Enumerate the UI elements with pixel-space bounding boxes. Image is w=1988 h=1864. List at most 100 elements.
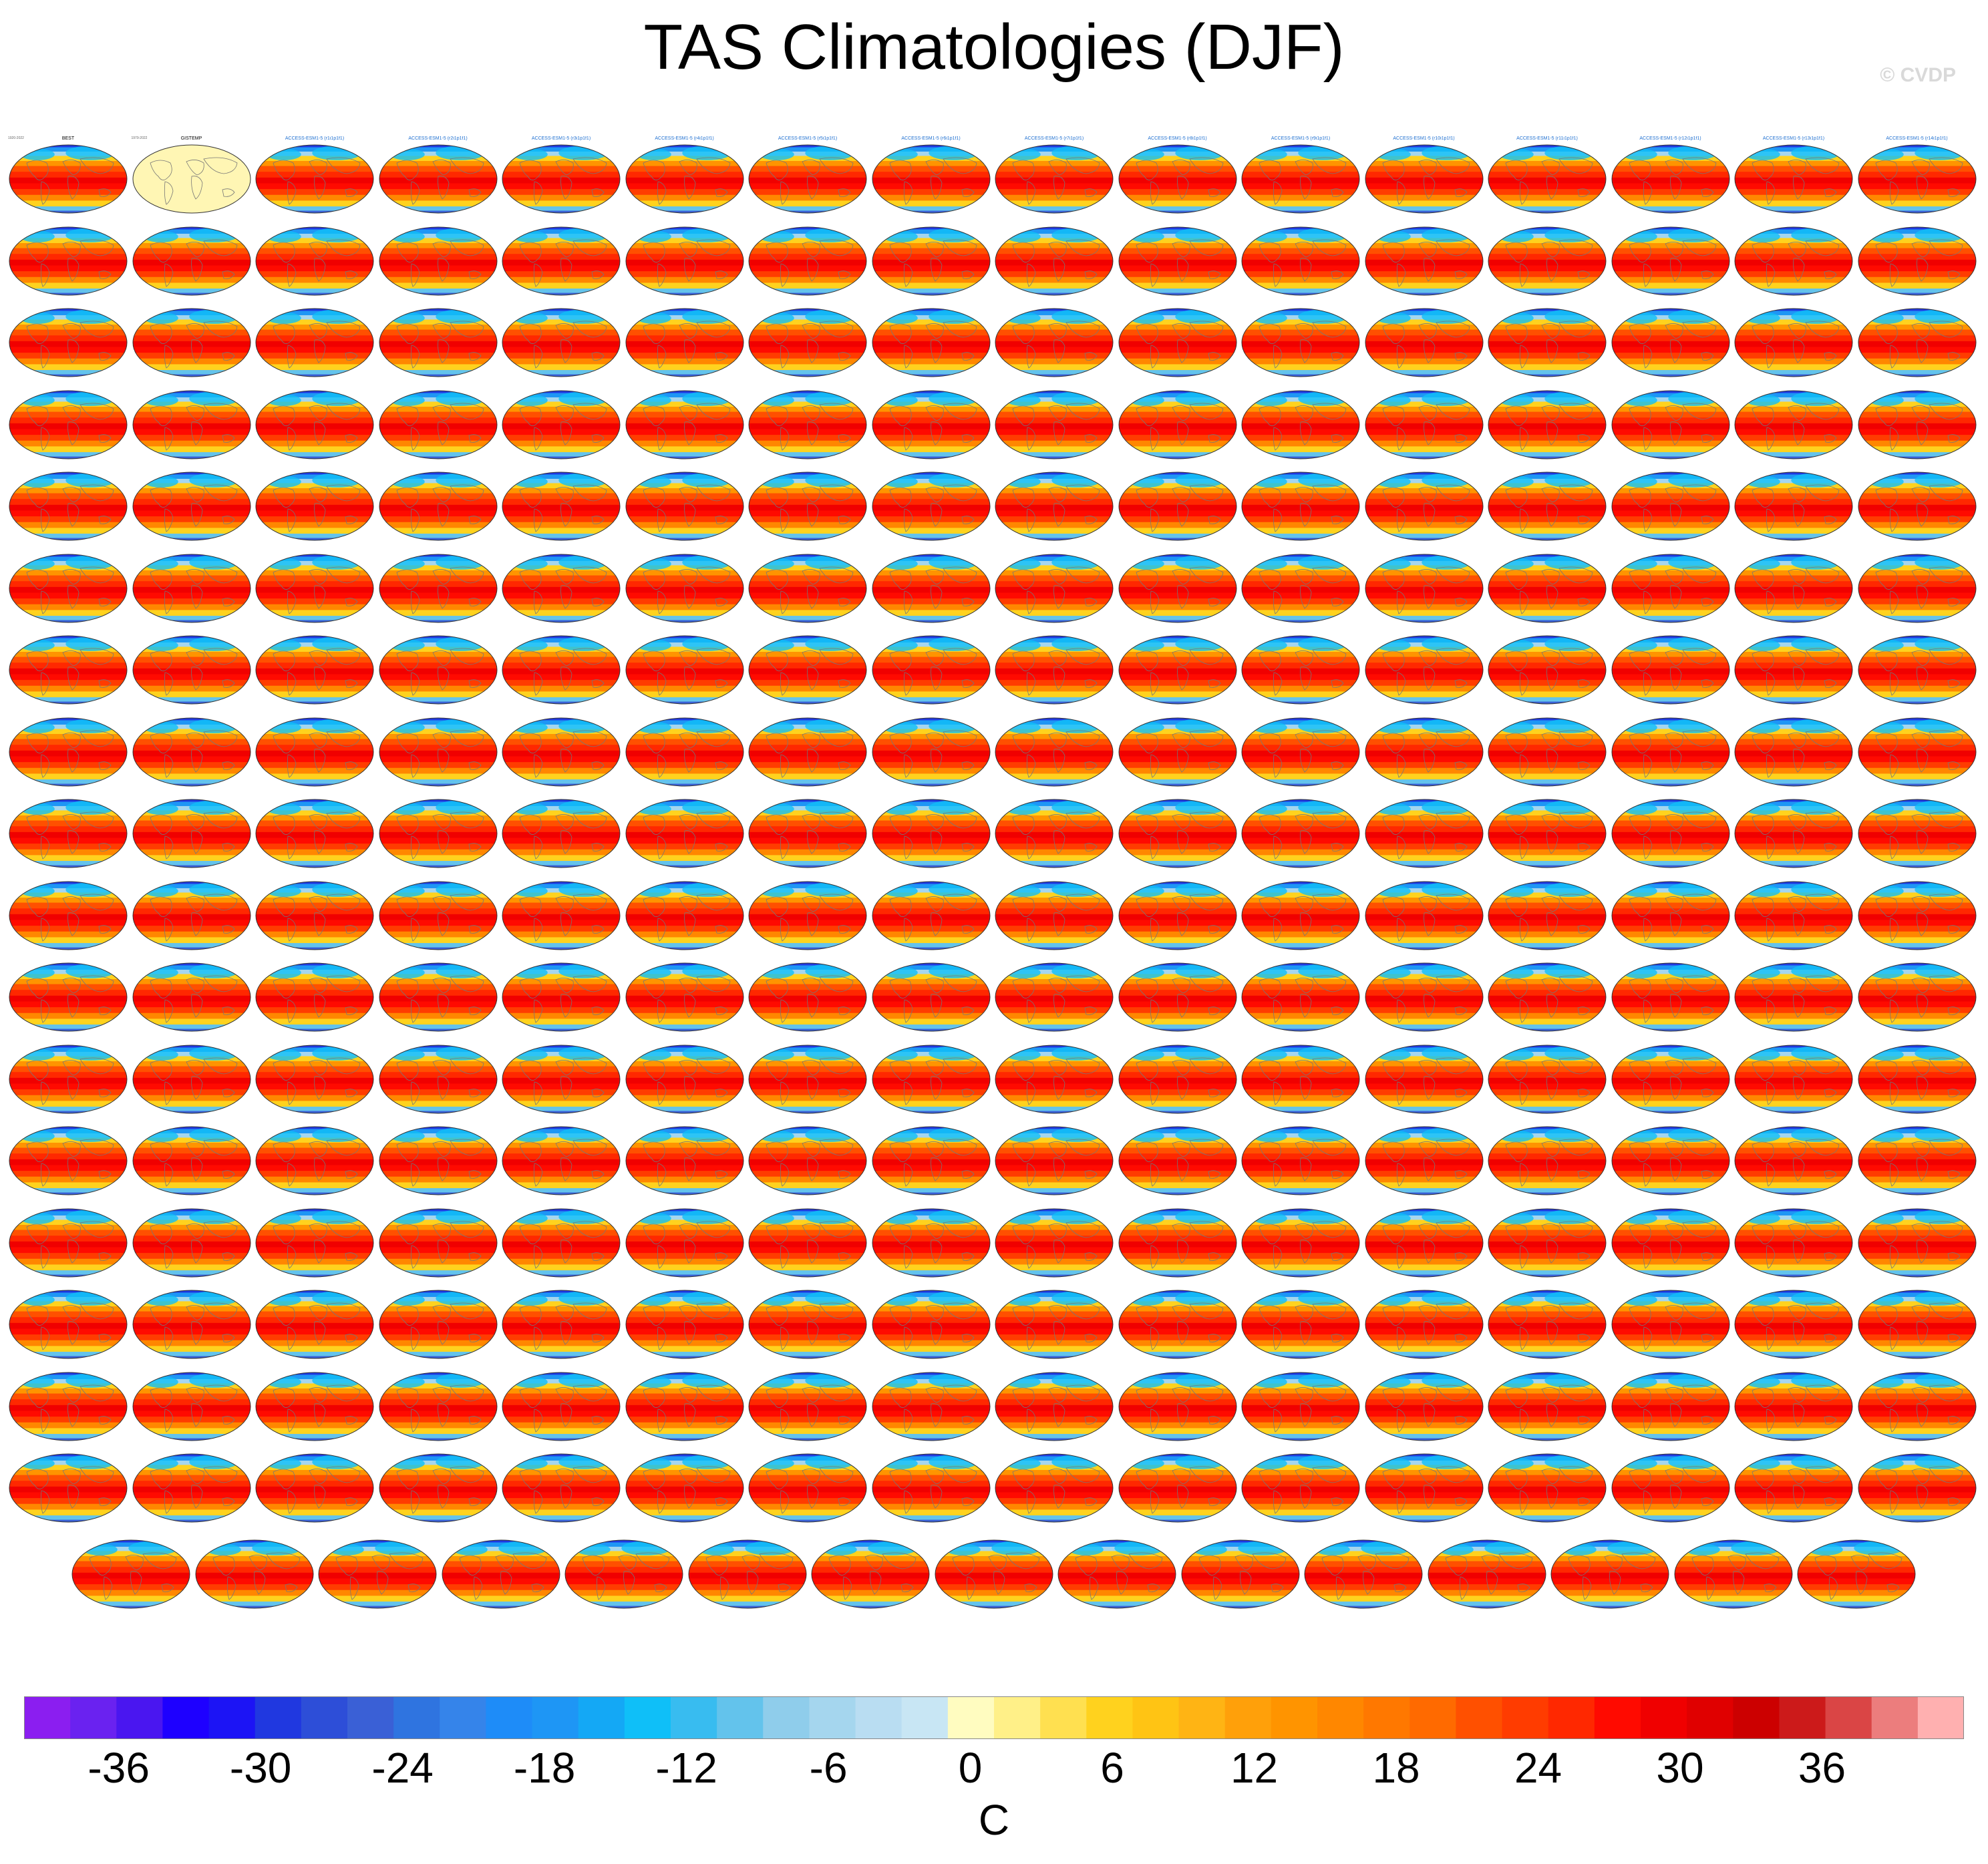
temperature-band: [502, 206, 620, 212]
coastline: [678, 487, 697, 503]
coastline: [190, 830, 202, 854]
coastline: [572, 566, 607, 583]
temperature-band: [1858, 902, 1976, 909]
coastline: [1889, 835, 1898, 860]
temperature-band: [1488, 826, 1606, 833]
globe-map: [502, 881, 621, 950]
coastline: [519, 650, 542, 671]
temperature-band: [1365, 1143, 1483, 1149]
cold-land-patch: [20, 558, 55, 570]
temperature-band: [995, 620, 1113, 622]
coastline: [555, 323, 574, 339]
coastline: [468, 270, 482, 279]
temperature-band: [1488, 990, 1606, 996]
temperature-band: [995, 799, 1113, 803]
map-panel: [870, 463, 993, 544]
globe-map: [9, 799, 128, 868]
temperature-band: [1242, 293, 1359, 295]
temperature-band: [625, 897, 743, 903]
temperature-band: [379, 210, 497, 213]
temperature-band: [502, 374, 620, 377]
coastline: [903, 427, 913, 451]
temperature-band: [379, 1071, 497, 1078]
globe-map: [1118, 1045, 1236, 1113]
temperature-band: [1858, 925, 1976, 932]
coastline: [1136, 1060, 1158, 1081]
temperature-band: [1118, 861, 1236, 866]
temperature-band: [132, 516, 251, 523]
coastline: [780, 999, 790, 1023]
coastline: [1541, 323, 1560, 339]
coastline: [309, 814, 327, 830]
temperature-band: [749, 598, 866, 604]
coastline: [560, 257, 572, 282]
cold-land-patch: [1914, 800, 1964, 815]
temperature-band: [1118, 609, 1236, 616]
coastline: [657, 181, 666, 205]
temperature-band: [749, 936, 866, 944]
coastline: [807, 1157, 819, 1181]
map-panel: [1363, 463, 1486, 544]
temperature-band: [872, 979, 990, 985]
temperature-band: [1365, 984, 1483, 990]
cold-land-patch: [435, 391, 485, 406]
cold-land-patch: [760, 885, 794, 897]
temperature-band: [379, 522, 497, 528]
temperature-band: [9, 156, 127, 162]
temperature-band: [256, 1147, 373, 1154]
globe-map: [748, 390, 867, 459]
temperature-band: [995, 580, 1113, 587]
cold-land-patch: [1006, 312, 1041, 324]
temperature-band: [1488, 364, 1606, 371]
temperature-band: [1242, 499, 1359, 506]
map-panel: [1116, 627, 1239, 707]
temperature-band: [625, 1024, 743, 1030]
temperature-band: [1488, 697, 1606, 703]
coastline: [802, 896, 820, 912]
coastline: [1928, 1057, 1963, 1074]
temperature-band: [379, 761, 497, 768]
temperature-band: [1611, 902, 1729, 909]
temperature-band: [1611, 652, 1729, 658]
temperature-band: [1611, 810, 1729, 816]
temperature-band: [872, 1143, 990, 1149]
coastline: [1012, 733, 1035, 753]
coastline: [678, 160, 697, 176]
temperature-band: [872, 406, 990, 412]
temperature-band: [1611, 237, 1729, 244]
coastline: [695, 239, 730, 256]
temperature-band: [9, 779, 127, 784]
cold-land-patch: [1006, 966, 1041, 978]
temperature-band: [1858, 855, 1976, 862]
temperature-band: [995, 815, 1113, 821]
temperature-band: [872, 270, 990, 277]
temperature-band: [1365, 1089, 1483, 1095]
coastline: [695, 566, 730, 583]
temperature-band: [1242, 685, 1359, 692]
temperature-band: [749, 1153, 866, 1160]
cold-land-patch: [1253, 1130, 1287, 1142]
temperature-band: [625, 942, 743, 948]
map-panel: [500, 954, 623, 1035]
temperature-band: [872, 206, 990, 212]
coastline: [1643, 590, 1652, 614]
temperature-band: [995, 691, 1113, 698]
temperature-band: [9, 434, 127, 441]
map-panel: [1116, 546, 1239, 626]
temperature-band: [1735, 575, 1852, 582]
temperature-band: [132, 892, 251, 898]
temperature-band: [379, 516, 497, 523]
cold-land-patch: [1667, 391, 1717, 406]
coastline: [67, 748, 79, 773]
temperature-band: [379, 826, 497, 833]
temperature-band: [749, 902, 866, 909]
temperature-band: [625, 604, 743, 610]
coastline: [410, 999, 420, 1023]
globe-map: [502, 799, 621, 868]
temperature-band: [1611, 820, 1729, 827]
temperature-band: [625, 516, 743, 523]
temperature-band: [995, 779, 1113, 784]
temperature-band: [1611, 1061, 1729, 1067]
temperature-band: [749, 248, 866, 254]
temperature-band: [872, 963, 990, 966]
